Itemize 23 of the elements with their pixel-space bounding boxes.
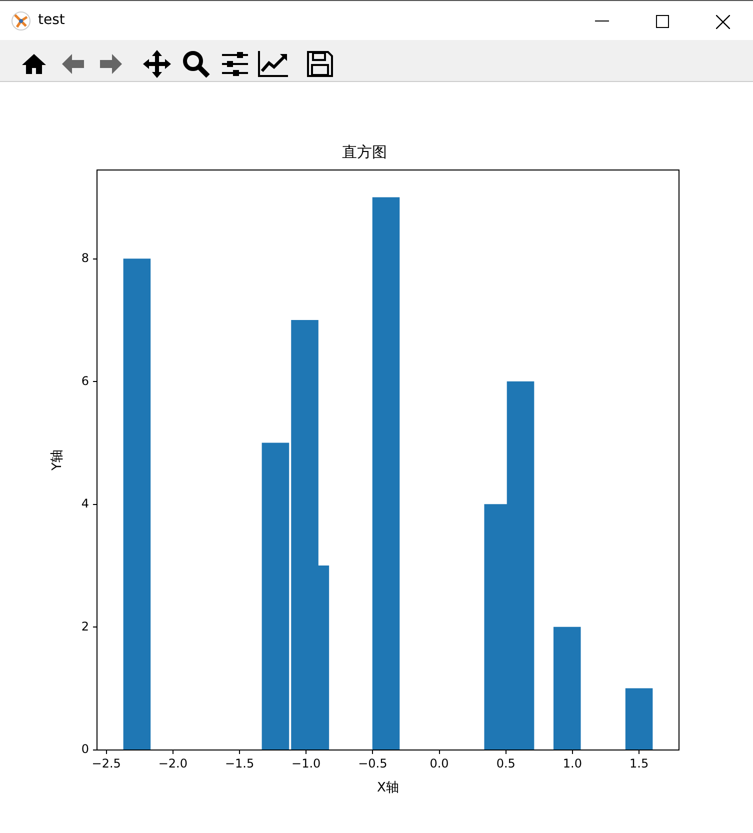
x-tick-label: 1.5 (630, 756, 649, 770)
text: test (38, 12, 65, 28)
y-tick-label: 2 (81, 619, 89, 634)
x-tick-label: −2.5 (92, 756, 121, 770)
bar (123, 258, 151, 750)
x-tick-label: 0.0 (430, 756, 449, 770)
x-tick-label: −1.0 (292, 756, 321, 770)
y-axis-title: Y轴 (50, 450, 66, 472)
bar (262, 442, 290, 750)
y-tick-label: 4 (81, 496, 89, 511)
x-tick-label: −2.0 (158, 756, 188, 770)
x-tick-label: 1.0 (562, 756, 582, 770)
bar (553, 626, 581, 750)
y-tick-label: 0 (81, 742, 89, 756)
x-tick-label: 0.5 (496, 756, 516, 770)
bar (625, 688, 653, 750)
y-tick-label: 8 (81, 251, 89, 266)
y-tick-label: 6 (81, 374, 89, 388)
x-tick-label: −0.5 (358, 756, 388, 770)
bar (372, 197, 400, 750)
x-axis-title: X轴 (377, 780, 399, 796)
x-tick-label: −1.5 (224, 756, 254, 770)
chart-title: 直方图 (342, 142, 387, 161)
